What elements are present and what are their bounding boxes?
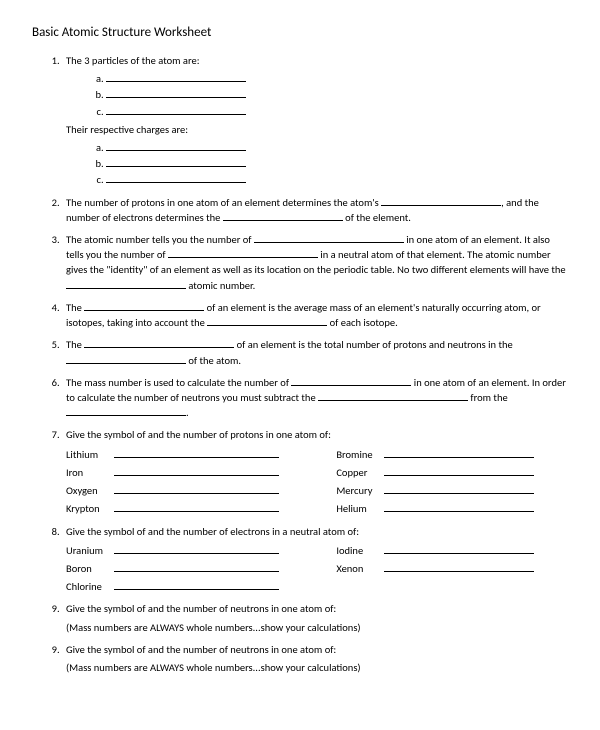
blank[interactable]	[168, 249, 318, 258]
element-label: Copper	[336, 465, 384, 480]
q3-p1: The atomic number tells you the number o…	[66, 233, 254, 246]
blank[interactable]	[114, 448, 279, 457]
blank[interactable]	[114, 544, 279, 553]
blank[interactable]	[106, 89, 246, 98]
blank[interactable]	[384, 503, 534, 512]
blank[interactable]	[384, 448, 534, 457]
element-label: Uranium	[66, 543, 114, 558]
blank[interactable]	[381, 196, 501, 205]
q9-note: (Mass numbers are ALWAYS whole numbers..…	[66, 620, 568, 635]
question-9b: Give the symbol of and the number of neu…	[62, 642, 568, 675]
element-label: Bromine	[336, 447, 384, 462]
blank[interactable]	[66, 279, 186, 288]
question-4: The of an element is the average mass of…	[62, 300, 568, 330]
question-9: Give the symbol of and the number of neu…	[62, 601, 568, 634]
question-2: The number of protons in one atom of an …	[62, 195, 568, 225]
blank[interactable]	[66, 354, 186, 363]
q5-p3: of the atom.	[186, 354, 241, 367]
blank[interactable]	[384, 563, 534, 572]
q1-c2a	[106, 140, 568, 155]
q6-p3: from the	[468, 391, 508, 404]
q1-text2: Their respective charges are:	[66, 123, 188, 136]
blank[interactable]	[106, 174, 246, 183]
q7-text: Give the symbol of and the number of pro…	[66, 428, 331, 441]
question-list: The 3 particles of the atom are: Their r…	[32, 53, 568, 675]
q8-text: Give the symbol of and the number of ele…	[66, 525, 359, 538]
blank[interactable]	[84, 339, 234, 348]
blank[interactable]	[84, 301, 204, 310]
question-1: The 3 particles of the atom are: Their r…	[62, 53, 568, 188]
q1-a	[106, 71, 568, 86]
element-label: Iodine	[336, 543, 384, 558]
question-6: The mass number is used to calculate the…	[62, 375, 568, 421]
table-row: Krypton Helium	[66, 501, 568, 516]
q3-p4: atomic number.	[186, 279, 255, 292]
element-label: Mercury	[336, 483, 384, 498]
element-label: Boron	[66, 561, 114, 576]
q8-table: Uranium Iodine Boron Xenon Chlorine	[66, 543, 568, 595]
q1-b	[106, 87, 568, 102]
q1-c2c	[106, 172, 568, 187]
table-row: Lithium Bromine	[66, 447, 568, 462]
element-label: Lithium	[66, 447, 114, 462]
element-label: Iron	[66, 465, 114, 480]
q1-text: The 3 particles of the atom are:	[66, 54, 200, 67]
q9b-text: Give the symbol of and the number of neu…	[66, 643, 336, 656]
q5-p1: The	[66, 338, 84, 351]
q2-p1: The number of protons in one atom of an …	[66, 196, 381, 209]
question-3: The atomic number tells you the number o…	[62, 232, 568, 293]
blank[interactable]	[318, 392, 468, 401]
table-row: Boron Xenon	[66, 561, 568, 576]
blank[interactable]	[254, 234, 404, 243]
q4-p3: of each isotope.	[327, 316, 397, 329]
q6-p4: .	[186, 406, 189, 419]
q1-c2b	[106, 156, 568, 171]
q9b-note: (Mass numbers are ALWAYS whole numbers..…	[66, 660, 568, 675]
blank[interactable]	[106, 142, 246, 151]
table-row: Uranium Iodine	[66, 543, 568, 558]
blank[interactable]	[291, 376, 411, 385]
q2-p3: of the element.	[343, 211, 411, 224]
table-row: Iron Copper	[66, 465, 568, 480]
q1-sublist-b	[66, 140, 568, 188]
blank[interactable]	[114, 466, 279, 475]
element-label: Chlorine	[66, 579, 114, 594]
blank[interactable]	[66, 407, 186, 416]
blank[interactable]	[384, 485, 534, 494]
element-label: Krypton	[66, 501, 114, 516]
q4-p1: The	[66, 301, 84, 314]
q6-p1: The mass number is used to calculate the…	[66, 376, 291, 389]
blank[interactable]	[384, 544, 534, 553]
blank[interactable]	[223, 211, 343, 220]
table-row: Oxygen Mercury	[66, 483, 568, 498]
table-row: Chlorine	[66, 579, 568, 594]
element-label: Oxygen	[66, 483, 114, 498]
q7-table: Lithium Bromine Iron Copper Oxygen Mercu…	[66, 447, 568, 517]
question-7: Give the symbol of and the number of pro…	[62, 427, 568, 516]
q5-p2: of an element is the total number of pro…	[234, 338, 512, 351]
blank[interactable]	[106, 105, 246, 114]
blank[interactable]	[384, 466, 534, 475]
blank[interactable]	[106, 73, 246, 82]
blank[interactable]	[106, 158, 246, 167]
q1-sublist-a	[66, 71, 568, 119]
blank[interactable]	[114, 485, 279, 494]
blank[interactable]	[207, 317, 327, 326]
blank[interactable]	[114, 581, 279, 590]
question-5: The of an element is the total number of…	[62, 337, 568, 367]
worksheet-title: Basic Atomic Structure Worksheet	[32, 24, 568, 43]
question-8: Give the symbol of and the number of ele…	[62, 524, 568, 595]
element-label: Xenon	[336, 561, 384, 576]
blank[interactable]	[114, 503, 279, 512]
element-label: Helium	[336, 501, 384, 516]
blank[interactable]	[114, 563, 279, 572]
q1-c	[106, 104, 568, 119]
q9-text: Give the symbol of and the number of neu…	[66, 602, 336, 615]
